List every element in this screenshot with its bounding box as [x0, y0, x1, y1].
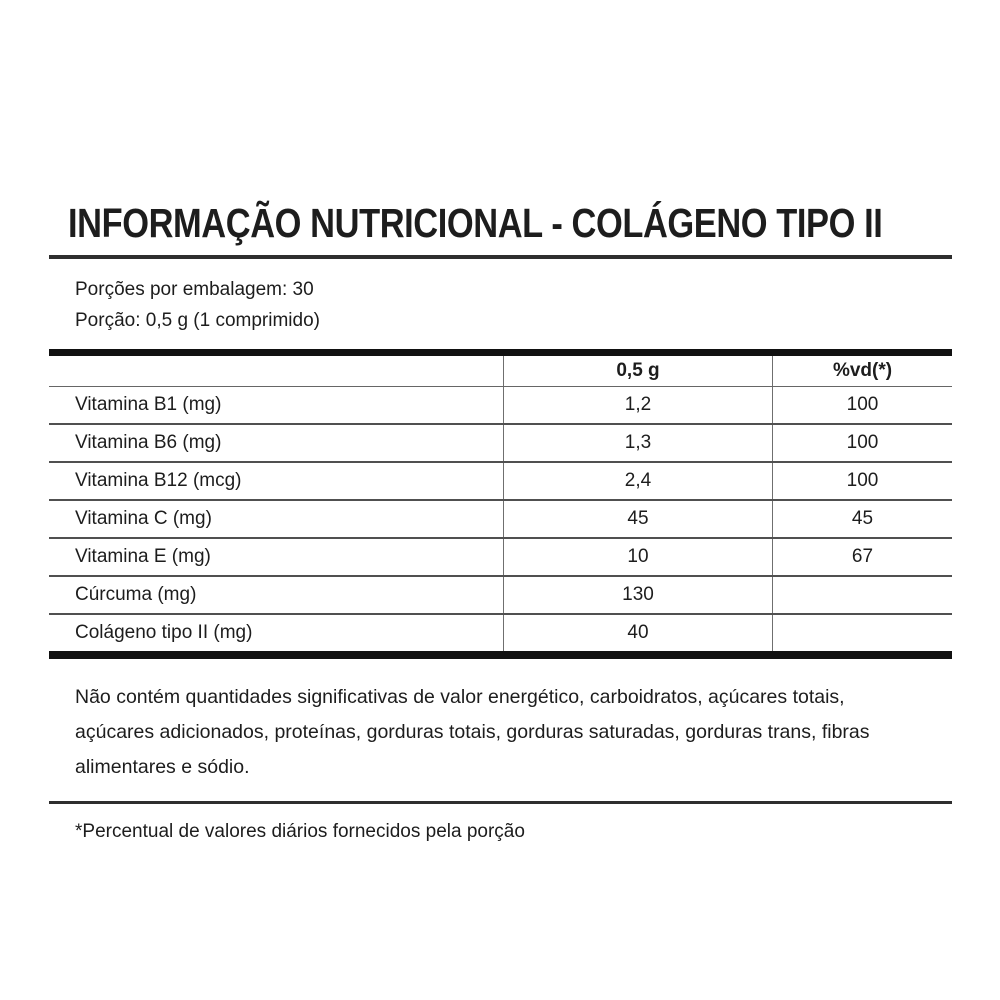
nutrient-name: Vitamina B6 (mg) [75, 432, 222, 454]
serving-info: Porções por embalagem: 30 Porção: 0,5 g … [49, 259, 952, 349]
nutrient-name: Colágeno tipo II (mg) [75, 622, 253, 644]
header-nutrient [49, 356, 503, 386]
table-row: Vitamina B1 (mg) 1,2 100 [49, 386, 952, 424]
nutrition-label: INFORMAÇÃO NUTRICIONAL - COLÁGENO TIPO I… [49, 200, 952, 843]
page-title: INFORMAÇÃO NUTRICIONAL - COLÁGENO TIPO I… [68, 200, 883, 246]
portion-size: Porção: 0,5 g (1 comprimido) [75, 310, 320, 332]
no-significant-amounts-note: Não contém quantidades significativas de… [75, 686, 870, 779]
nutrient-amount: 1,2 [503, 387, 772, 424]
table-row: Vitamina B12 (mcg) 2,4 100 [49, 461, 952, 500]
nutrient-name: Vitamina E (mg) [75, 546, 211, 568]
nutrient-amount: 10 [503, 539, 772, 576]
servings-per-package: Porções por embalagem: 30 [75, 279, 314, 301]
nutrient-name: Vitamina C (mg) [75, 508, 212, 530]
nutrient-amount: 1,3 [503, 425, 772, 462]
nutrient-dv [772, 577, 952, 614]
footnote-divider [49, 801, 952, 805]
header-amount: 0,5 g [503, 356, 772, 387]
table-row: Vitamina E (mg) 10 67 [49, 537, 952, 576]
nutrient-amount: 45 [503, 501, 772, 538]
nutrient-amount: 2,4 [503, 463, 772, 500]
header-daily-value: %vd(*) [772, 356, 952, 387]
title-underline: INFORMAÇÃO NUTRICIONAL - COLÁGENO TIPO I… [49, 200, 952, 260]
nutrient-dv: 67 [772, 539, 952, 576]
table-row: Vitamina C (mg) 45 45 [49, 499, 952, 538]
nutrient-dv [772, 615, 952, 652]
nutrient-amount: 40 [503, 615, 772, 652]
nutrient-name: Cúrcuma (mg) [75, 584, 197, 606]
table-row: Vitamina B6 (mg) 1,3 100 [49, 423, 952, 462]
nutrition-table: 0,5 g %vd(*) Vitamina B1 (mg) 1,2 100 Vi… [49, 349, 952, 660]
nutrient-amount: 130 [503, 577, 772, 614]
nutrient-name: Vitamina B12 (mcg) [75, 470, 242, 492]
table-header-row: 0,5 g %vd(*) [49, 356, 952, 387]
nutrient-dv: 100 [772, 425, 952, 462]
table-row: Cúrcuma (mg) 130 [49, 575, 952, 614]
table-row: Colágeno tipo II (mg) 40 [49, 613, 952, 652]
daily-value-footnote: *Percentual de valores diários fornecido… [75, 821, 525, 843]
nutrient-dv: 100 [772, 463, 952, 500]
nutrient-dv: 100 [772, 387, 952, 424]
nutrient-name: Vitamina B1 (mg) [75, 394, 222, 416]
nutrient-dv: 45 [772, 501, 952, 538]
